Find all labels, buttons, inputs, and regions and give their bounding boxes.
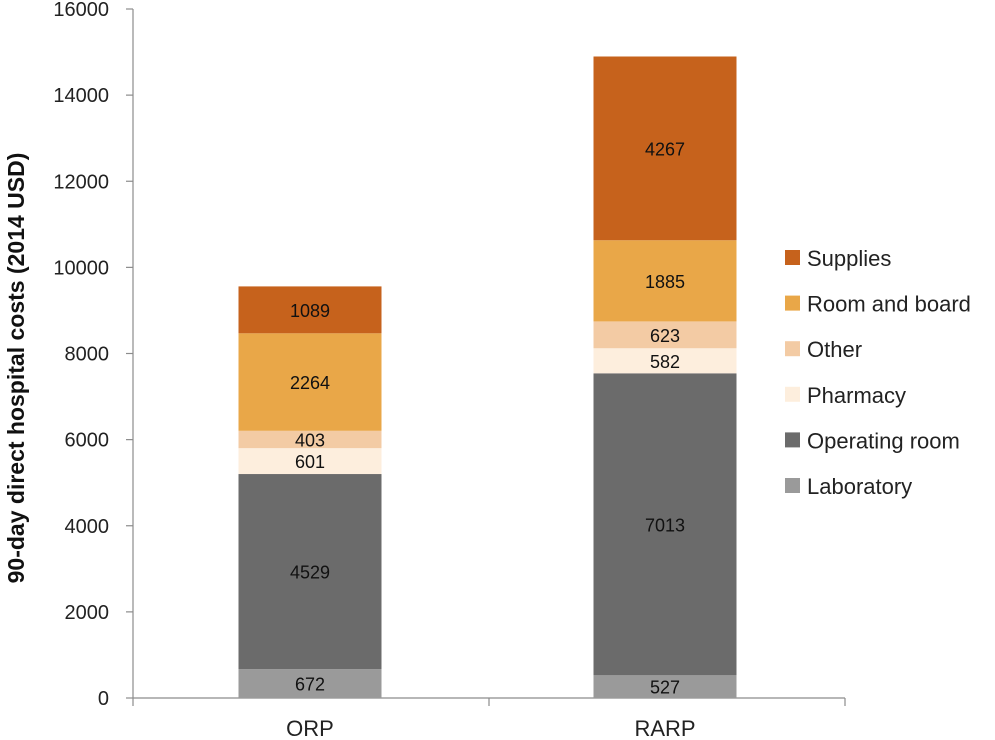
bar-segment-rarp-room-and-board: [593, 240, 737, 322]
bar-segment-rarp-pharmacy: [593, 348, 737, 374]
bars: [238, 56, 737, 698]
legend-label-pharmacy: Pharmacy: [807, 383, 906, 408]
bar-segment-orp-supplies: [238, 286, 382, 334]
y-tick-label: 12000: [53, 171, 109, 193]
data-label-orp-supplies: 1089: [290, 301, 330, 321]
legend-swatch-supplies: [785, 250, 800, 265]
legend-label-room-and-board: Room and board: [807, 292, 971, 317]
legend-label-supplies: Supplies: [807, 246, 891, 271]
data-label-orp-room-and-board: 2264: [290, 373, 330, 393]
bar-segment-rarp-operating-room: [593, 373, 737, 676]
bar-segment-rarp-laboratory: [593, 675, 737, 698]
y-tick-label: 4000: [65, 516, 110, 538]
bar-segment-orp-pharmacy: [238, 448, 382, 475]
legend: Supplies Room and board Other Pharmacy Opera…: [785, 246, 971, 499]
data-label-rarp-pharmacy: 582: [650, 352, 680, 372]
y-tick-label: 14000: [53, 85, 109, 107]
data-label-rarp-supplies: 4267: [645, 139, 685, 159]
legend-label-other: Other: [807, 337, 862, 362]
legend-swatch-other: [785, 341, 800, 357]
bar-segment-orp-laboratory: [238, 669, 382, 698]
data-label-rarp-room-and-board: 1885: [645, 272, 685, 292]
data-label-rarp-other: 623: [650, 326, 680, 346]
axes: 0 2000 4000 6000 8000 10000 12000 14000 16000 ORP…: [53, 0, 846, 740]
legend-label-laboratory: Laboratory: [807, 474, 912, 499]
bar-segment-orp-other: [238, 430, 382, 449]
x-tick-label-orp: ORP: [286, 716, 334, 740]
y-tick-label: 10000: [53, 257, 109, 279]
data-label-rarp-laboratory: 527: [650, 678, 680, 698]
data-label-orp-laboratory: 672: [295, 675, 325, 695]
data-label-orp-pharmacy: 601: [295, 452, 325, 472]
y-tick-label: 8000: [65, 344, 110, 366]
bar-segment-orp-operating-room: [238, 474, 382, 670]
data-label-orp-other: 403: [295, 430, 325, 450]
y-axis-label: 90-day direct hospital costs (2014 USD): [3, 153, 29, 584]
legend-label-operating-room: Operating room: [807, 428, 960, 453]
data-label-orp-operating-room: 4529: [290, 563, 330, 583]
y-tick-label: 16000: [53, 0, 109, 21]
data-label-rarp-operating-room: 7013: [645, 515, 685, 535]
y-tick-label: 6000: [65, 430, 110, 452]
y-tick-label: 2000: [65, 602, 110, 624]
legend-swatch-room-and-board: [785, 295, 800, 311]
bar-segment-rarp-supplies: [593, 56, 737, 241]
bar-segment-rarp-other: [593, 321, 737, 349]
legend-swatch-laboratory: [785, 478, 800, 493]
x-tick-label-rarp: RARP: [634, 716, 695, 740]
legend-swatch-operating-room: [785, 432, 800, 448]
y-tick-label: 0: [98, 688, 109, 710]
legend-swatch-pharmacy: [785, 386, 800, 402]
bar-segment-orp-room-and-board: [238, 333, 382, 431]
